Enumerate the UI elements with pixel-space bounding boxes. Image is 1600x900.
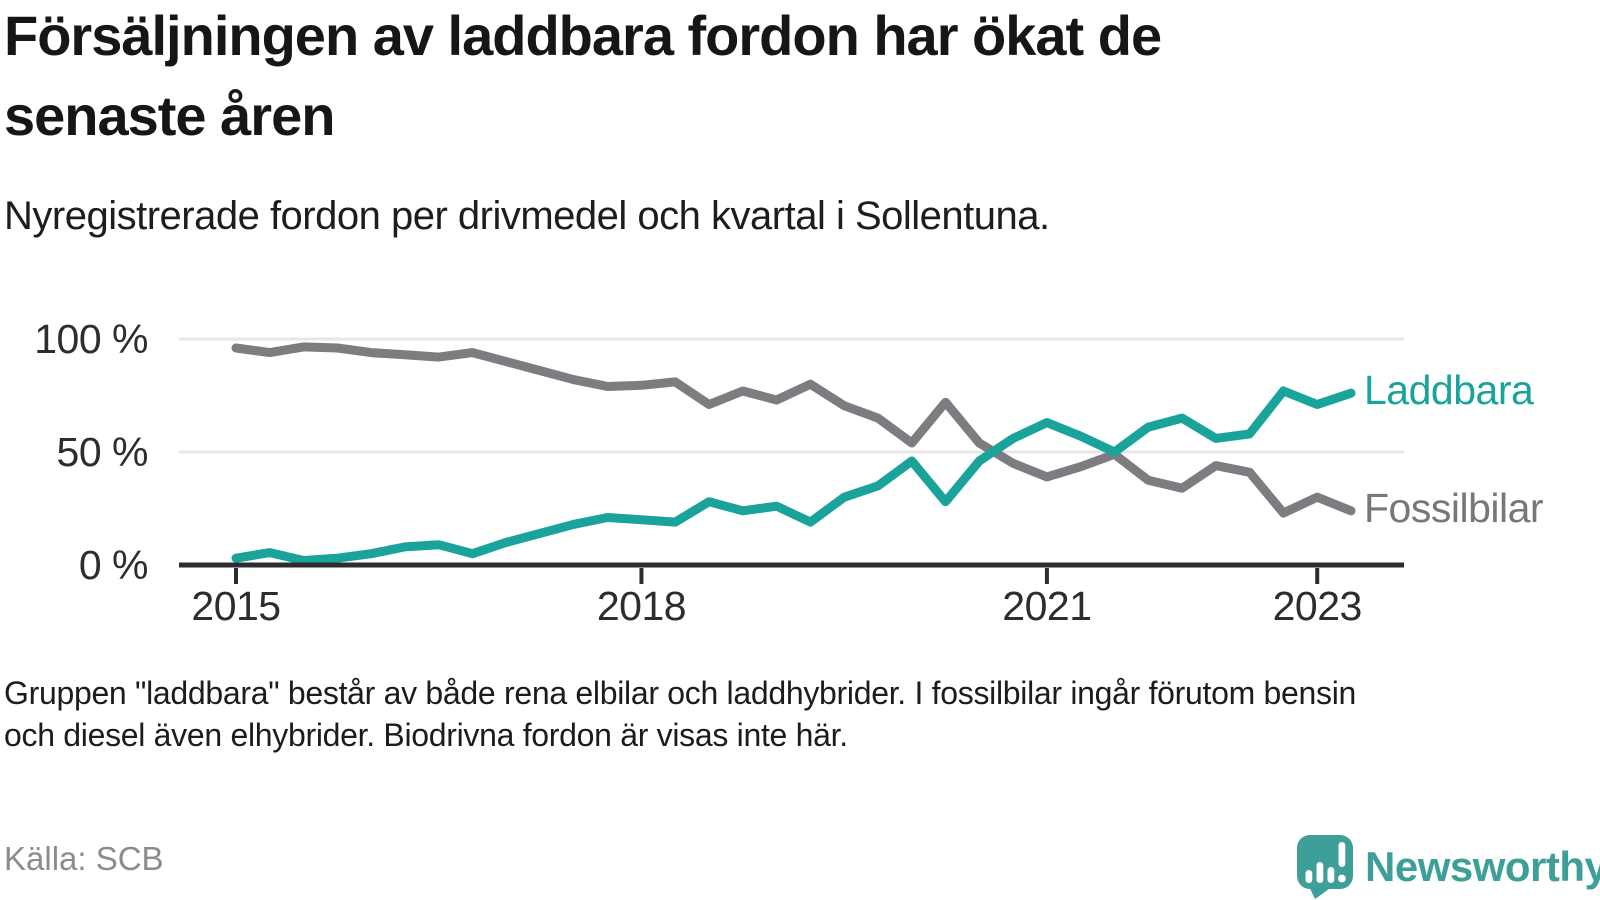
newsworthy-logo: Newsworthy xyxy=(1296,834,1600,900)
page-title: Försäljningen av laddbara fordon har öka… xyxy=(4,4,1162,147)
chart-subtitle: Nyregistrerade fordon per drivmedel och … xyxy=(4,194,1050,238)
x-tick-label: 2023 xyxy=(1273,583,1362,629)
series-label-fossilbilar: Fossilbilar xyxy=(1364,485,1543,531)
chart-footnote: Gruppen "laddbara" består av både rena e… xyxy=(4,675,1357,753)
newsworthy-logo-text: Newsworthy xyxy=(1365,843,1600,890)
y-tick-label: 100 % xyxy=(34,316,148,362)
x-tick-label: 2018 xyxy=(597,583,686,629)
y-tick-label: 50 % xyxy=(57,429,148,475)
x-tick-label: 2021 xyxy=(1002,583,1091,629)
y-tick-label: 0 % xyxy=(79,542,148,588)
series-label-laddbara: Laddbara xyxy=(1364,367,1534,413)
series-line-fossilbilar xyxy=(231,342,1356,518)
series-line-laddbara xyxy=(231,386,1356,565)
x-tick-label: 2015 xyxy=(191,583,280,629)
newsworthy-bubble-chart-icon xyxy=(1297,835,1353,899)
source-label: Källa: SCB xyxy=(4,840,164,877)
